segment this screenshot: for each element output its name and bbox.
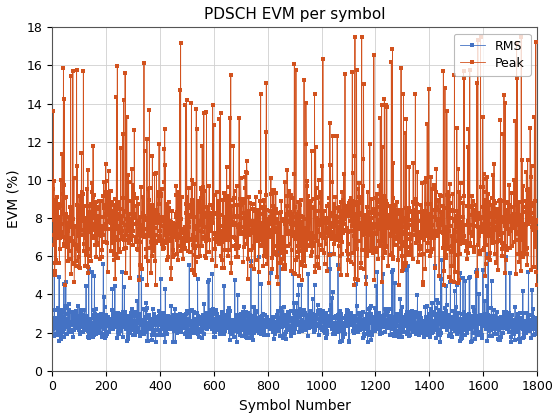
RMS xyxy=(152,332,159,337)
Peak xyxy=(352,34,358,39)
RMS xyxy=(49,307,55,312)
Peak xyxy=(380,245,387,250)
Peak xyxy=(49,186,55,191)
Peak xyxy=(534,220,540,225)
X-axis label: Symbol Number: Symbol Number xyxy=(239,399,351,413)
RMS xyxy=(249,338,256,343)
RMS xyxy=(380,314,387,319)
Line: Peak: Peak xyxy=(50,35,539,286)
RMS xyxy=(534,318,540,323)
Peak xyxy=(77,265,83,270)
RMS xyxy=(277,249,283,254)
Y-axis label: EVM (%): EVM (%) xyxy=(7,170,21,228)
RMS xyxy=(247,314,254,319)
Peak xyxy=(247,219,254,224)
Peak xyxy=(230,215,237,220)
Peak xyxy=(62,282,69,287)
Line: RMS: RMS xyxy=(50,250,539,344)
RMS xyxy=(230,322,237,327)
RMS xyxy=(77,331,83,336)
Title: PDSCH EVM per symbol: PDSCH EVM per symbol xyxy=(204,7,385,22)
Peak xyxy=(152,240,159,245)
Peak xyxy=(249,202,256,207)
RMS xyxy=(152,340,159,345)
Legend: RMS, Peak: RMS, Peak xyxy=(454,34,531,76)
